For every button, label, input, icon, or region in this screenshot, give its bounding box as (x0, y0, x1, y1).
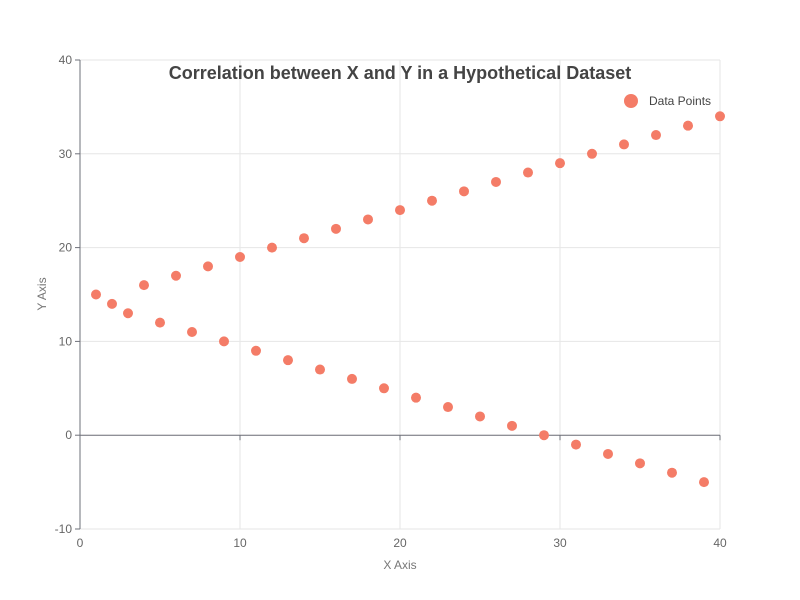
data-point[interactable] (603, 448, 613, 459)
y-tick-label: 30 (59, 147, 73, 161)
data-point[interactable] (699, 477, 709, 488)
data-point[interactable] (571, 439, 581, 450)
data-point[interactable] (299, 233, 309, 244)
data-point[interactable] (651, 130, 661, 141)
data-point[interactable] (155, 317, 165, 328)
data-point[interactable] (123, 308, 133, 319)
grid-lines (79, 59, 721, 530)
data-point[interactable] (91, 289, 101, 300)
data-point[interactable] (507, 420, 517, 431)
chart-title: Correlation between X and Y in a Hypothe… (169, 63, 631, 83)
x-axis-label: X Axis (383, 558, 416, 572)
y-tick-label: 0 (65, 428, 72, 442)
x-tick-label: 30 (553, 536, 567, 550)
data-point[interactable] (523, 167, 533, 178)
data-point[interactable] (683, 120, 693, 131)
data-point[interactable] (251, 345, 261, 356)
legend-marker (624, 94, 638, 108)
y-axis-label: Y Axis (35, 277, 49, 310)
data-point[interactable] (411, 392, 421, 403)
data-points (91, 111, 725, 488)
data-point[interactable] (475, 411, 485, 422)
data-point[interactable] (379, 383, 389, 394)
data-point[interactable] (139, 280, 149, 291)
data-point[interactable] (459, 186, 469, 197)
y-tick-label: 10 (59, 334, 73, 348)
data-point[interactable] (363, 214, 373, 225)
legend[interactable]: Data Points (624, 94, 711, 108)
data-point[interactable] (267, 242, 277, 253)
data-point[interactable] (443, 402, 453, 413)
y-tick-label: 20 (59, 241, 73, 255)
data-point[interactable] (395, 205, 405, 216)
x-tick-label: 20 (393, 536, 407, 550)
data-point[interactable] (635, 458, 645, 469)
data-point[interactable] (315, 364, 325, 375)
data-point[interactable] (587, 148, 597, 159)
data-point[interactable] (187, 327, 197, 338)
data-point[interactable] (491, 176, 501, 187)
data-point[interactable] (171, 270, 181, 281)
data-point[interactable] (235, 251, 245, 262)
data-point[interactable] (667, 467, 677, 478)
data-point[interactable] (619, 139, 629, 150)
data-point[interactable] (219, 336, 229, 347)
data-point[interactable] (107, 298, 117, 309)
data-point[interactable] (203, 261, 213, 272)
data-point[interactable] (347, 373, 357, 384)
x-tick-label: 0 (77, 536, 84, 550)
x-tick-label: 40 (713, 536, 727, 550)
x-tick-label: 10 (233, 536, 247, 550)
data-point[interactable] (427, 195, 437, 206)
axes: -10 0 10 20 30 40 0 10 20 30 40 (55, 53, 727, 550)
y-tick-label: -10 (55, 522, 73, 536)
data-point[interactable] (555, 158, 565, 169)
y-tick-label: 40 (59, 53, 73, 67)
data-point[interactable] (331, 223, 341, 234)
legend-label: Data Points (649, 94, 711, 108)
data-point[interactable] (283, 355, 293, 366)
data-point[interactable] (539, 430, 549, 441)
data-point[interactable] (715, 111, 725, 122)
